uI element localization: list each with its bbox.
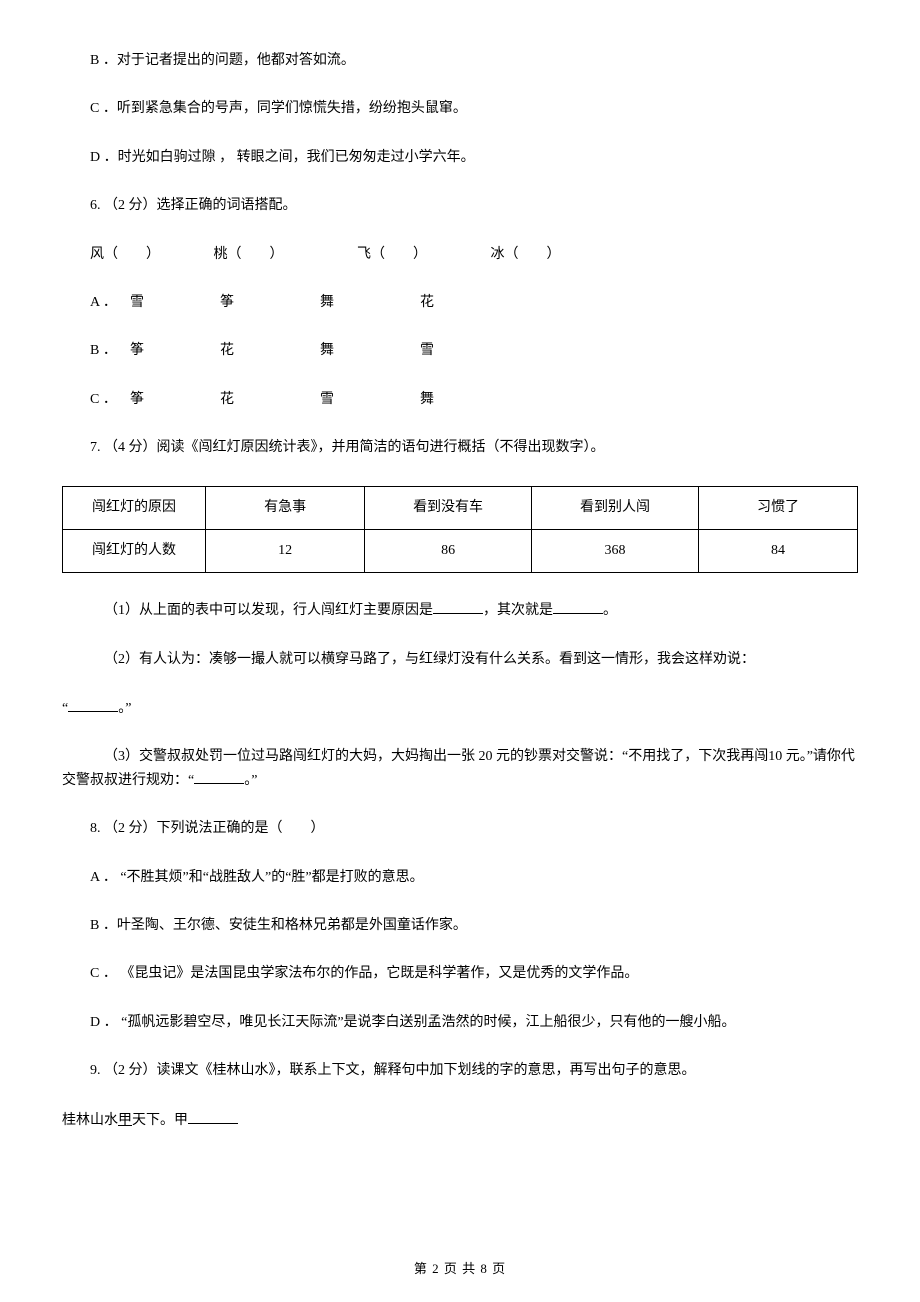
q7-sub3-end: 。” [244,773,257,788]
blank [68,697,118,712]
td-urgent: 12 [206,529,365,572]
q7-sub2-qc: 。” [118,701,131,716]
q7-sub2-pre: （2）有人认为：凑够一撮人就可以横穿马路了，与红绿灯没有什么关系。看到这一情形，… [104,652,755,667]
q9-stem: 9. （2 分）读课文《桂林山水》，联系上下文，解释句中加下划线的字的意思，再写… [62,1060,858,1082]
option-d: D ．时光如白驹过隙 ， 转眼之间，我们已匆匆走过小学六年。 [62,147,858,169]
q6-b-label: B ． [90,340,130,362]
q9-line-post: 天下。甲 [132,1113,188,1128]
q7-sub1-end: 。 [603,603,617,618]
q7-sub2-quote: “。” [62,697,858,720]
option-c: C ．听到紧急集合的号声，同学们惊慌失措，纷纷抱头鼠窜。 [62,98,858,120]
q6-h2: 桃（ ） [214,244,354,266]
q7-sub1-mid: ，其次就是 [483,603,553,618]
q6-c-c1: 筝 [130,389,220,411]
q8-stem: 8. （2 分）下列说法正确的是（ ） [62,818,858,840]
th-others: 看到别人闯 [532,486,699,529]
q6-a-c3: 舞 [320,292,420,314]
q6-a-c4: 花 [420,292,500,314]
q8-option-c: C ． 《昆虫记》是法国昆虫学家法布尔的作品，它既是科学著作，又是优秀的文学作品… [62,963,858,985]
q6-b-c2: 花 [220,340,320,362]
q7-table: 闯红灯的原因 有急事 看到没有车 看到别人闯 习惯了 闯红灯的人数 12 86 … [62,486,858,574]
q6-a-c1: 雪 [130,292,220,314]
th-habit: 习惯了 [698,486,857,529]
q7-sub3-pre: （3）交警叔叔处罚一位过马路闯红灯的大妈，大妈掏出一张 20 元的钞票对交警说：… [62,749,855,787]
q6-stem: 6. （2 分）选择正确的词语搭配。 [62,195,858,217]
q6-c-c2: 花 [220,389,320,411]
q6-h4: 冰（ ） [491,244,611,266]
td-habit: 84 [698,529,857,572]
table-row: 闯红灯的原因 有急事 看到没有车 看到别人闯 习惯了 [63,486,858,529]
q7-sub1: （1）从上面的表中可以发现，行人闯红灯主要原因是 ，其次就是 。 [62,599,858,622]
q7-sub3: （3）交警叔叔处罚一位过马路闯红灯的大妈，大妈掏出一张 20 元的钞票对交警说：… [62,746,858,792]
table-row: 闯红灯的人数 12 86 368 84 [63,529,858,572]
th-urgent: 有急事 [206,486,365,529]
q6-header-row: 风（ ） 桃（ ） 飞（ ） 冰（ ） [62,244,858,266]
q9-line-under: 甲 [118,1113,132,1128]
q7-sub2: （2）有人认为：凑够一撮人就可以横穿马路了，与红绿灯没有什么关系。看到这一情形，… [62,649,858,671]
q6-b-c1: 筝 [130,340,220,362]
blank [188,1109,238,1124]
q7-sub1-pre: （1）从上面的表中可以发现，行人闯红灯主要原因是 [104,603,433,618]
page-footer: 第 2 页 共 8 页 [0,1259,920,1280]
blank [553,599,603,614]
q7-stem: 7. （4 分）阅读《闯红灯原因统计表》，并用简洁的语句进行概括（不得出现数字）… [62,437,858,459]
q9-line-pre: 桂林山水 [62,1113,118,1128]
q6-a-c2: 筝 [220,292,320,314]
q6-h1: 风（ ） [90,244,210,266]
th-nocar: 看到没有车 [365,486,532,529]
td-label: 闯红灯的人数 [63,529,206,572]
td-others: 368 [532,529,699,572]
q9-line: 桂林山水甲天下。甲 [62,1109,858,1132]
q6-b-c3: 舞 [320,340,420,362]
q6-a-label: A ． [90,292,130,314]
option-b: B ．对于记者提出的问题，他都对答如流。 [62,50,858,72]
q6-option-b: B ．筝花舞雪 [62,340,858,362]
th-reason: 闯红灯的原因 [63,486,206,529]
q6-c-c4: 舞 [420,389,500,411]
q6-h3: 飞（ ） [357,244,487,266]
td-nocar: 86 [365,529,532,572]
blank [194,769,244,784]
q8-option-b: B ．叶圣陶、王尔德、安徒生和格林兄弟都是外国童话作家。 [62,915,858,937]
q6-c-label: C ． [90,389,130,411]
q8-option-a: A ． “不胜其烦”和“战胜敌人”的“胜”都是打败的意思。 [62,867,858,889]
q6-option-a: A ．雪筝舞花 [62,292,858,314]
q6-c-c3: 雪 [320,389,420,411]
q8-option-d: D ． “孤帆远影碧空尽，唯见长江天际流”是说李白送别孟浩然的时候，江上船很少，… [62,1012,858,1034]
q6-b-c4: 雪 [420,340,500,362]
blank [433,599,483,614]
q6-option-c: C ．筝花雪舞 [62,389,858,411]
